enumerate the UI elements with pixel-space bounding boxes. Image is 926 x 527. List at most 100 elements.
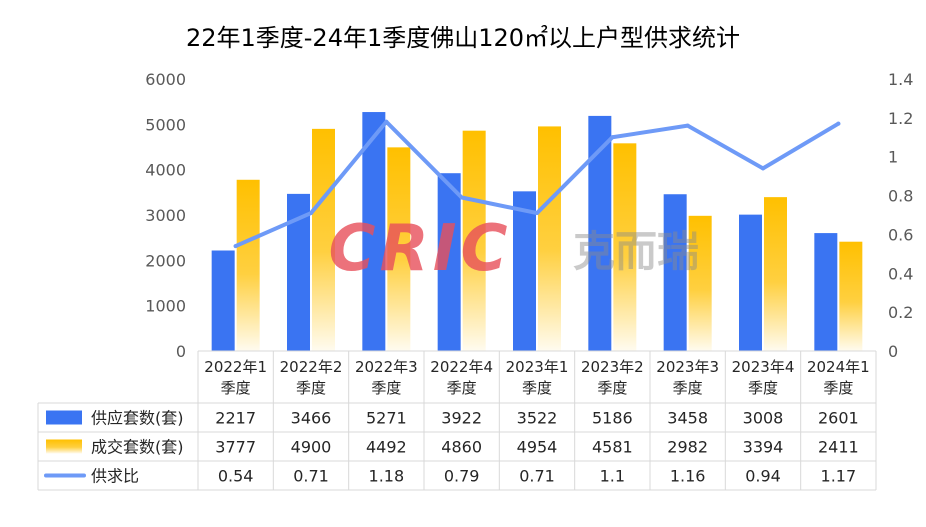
y-right-tick-label: 1 <box>888 148 898 167</box>
y-right-tick-label: 0.6 <box>888 225 913 244</box>
table-cell-value: 3522 <box>517 409 558 428</box>
ratio-point <box>233 244 238 249</box>
table-cell-value: 2411 <box>818 438 859 457</box>
category-label: 2022年1 <box>204 358 267 376</box>
table-cell-value: 2982 <box>667 438 708 457</box>
bar-deal <box>462 130 486 351</box>
table-cell-value: 3394 <box>743 438 784 457</box>
legend-key-deal <box>46 439 82 454</box>
table-cell-value: 5186 <box>592 409 633 428</box>
bar-deal <box>538 126 561 351</box>
ratio-point <box>610 135 615 140</box>
table-cell-value: 0.54 <box>218 467 254 486</box>
ratio-point <box>836 121 841 126</box>
bar-deal <box>839 241 863 351</box>
table-cell-value: 0.71 <box>293 467 329 486</box>
table-cell-value: 5271 <box>366 409 407 428</box>
category-label: 2024年1 <box>807 358 870 376</box>
table-cell-value: 3466 <box>291 409 332 428</box>
table-cell-value: 3458 <box>667 409 708 428</box>
table-cell-value: 2217 <box>215 409 256 428</box>
bar-supply <box>513 191 536 351</box>
bars-layer <box>211 112 863 351</box>
watermark-logo: CRIC <box>328 212 511 286</box>
category-label: 2023年3 <box>656 358 719 376</box>
category-label: 季度 <box>221 379 251 397</box>
table-cell-value: 4581 <box>592 438 633 457</box>
bar-supply <box>663 194 687 351</box>
table-cell-value: 1.1 <box>600 467 625 486</box>
line-layer <box>233 119 841 249</box>
table-cell-value: 0.94 <box>745 467 781 486</box>
category-label: 季度 <box>522 379 552 397</box>
axes-layer: 0 1000 2000 3000 4000 5000 6000 0 0.2 0.4 0.6 0.8 1 1… <box>145 70 913 361</box>
y-left-tick-label: 5000 <box>145 115 186 134</box>
bar-supply <box>814 233 838 351</box>
category-label: 2023年2 <box>581 358 644 376</box>
table-cell-value: 2601 <box>818 409 859 428</box>
category-label: 季度 <box>597 379 627 397</box>
category-label: 季度 <box>296 379 326 397</box>
category-label: 季度 <box>823 379 853 397</box>
ratio-point <box>685 123 690 128</box>
legend-key-supply <box>46 410 82 425</box>
y-right-tick-label: 0 <box>888 342 898 361</box>
ratio-point <box>309 211 313 216</box>
bar-deal <box>387 147 411 351</box>
ratio-point <box>459 195 464 200</box>
legend-label: 供求比 <box>91 467 139 486</box>
category-label: 季度 <box>748 379 778 397</box>
ratio-point <box>535 211 539 216</box>
bar-supply <box>362 112 386 351</box>
legend-label: 供应套数(套) <box>91 409 184 428</box>
y-left-tick-label: 2000 <box>145 251 186 270</box>
table-cell-value: 1.17 <box>821 467 857 486</box>
ratio-point <box>761 166 765 171</box>
table-cell-value: 1.18 <box>369 467 405 486</box>
category-label: 2022年3 <box>355 358 418 376</box>
y-left-tick-label: 1000 <box>145 297 186 316</box>
table-cell-value: 4492 <box>366 438 407 457</box>
y-left-tick-label: 0 <box>176 342 186 361</box>
legend-label: 成交套数(套) <box>91 438 184 457</box>
table-cell-value: 3777 <box>215 438 256 457</box>
y-left-tick-label: 4000 <box>145 161 186 180</box>
category-label: 季度 <box>447 379 477 397</box>
bar-supply <box>287 193 310 351</box>
bar-supply <box>211 250 235 351</box>
bar-deal <box>688 215 712 351</box>
y-left-tick-label: 6000 <box>145 70 186 89</box>
bar-supply <box>739 214 762 351</box>
bar-supply <box>437 173 461 351</box>
category-label: 2022年2 <box>280 358 343 376</box>
table-cell-value: 3008 <box>743 409 784 428</box>
table-cell-value: 3922 <box>441 409 482 428</box>
watermark: CRIC 克而瑞 <box>328 212 699 286</box>
category-label: 2023年1 <box>506 358 569 376</box>
category-label: 季度 <box>673 379 703 397</box>
y-right-tick-label: 0.8 <box>888 187 913 206</box>
y-right-tick-label: 0.2 <box>888 303 913 322</box>
category-label: 2022年4 <box>430 358 493 376</box>
y-right-tick-label: 0.4 <box>888 264 913 283</box>
bar-supply <box>588 115 612 351</box>
bar-deal <box>236 179 260 351</box>
y-right-tick-label: 1.4 <box>888 70 913 89</box>
ratio-point <box>384 119 389 124</box>
table-cell-value: 0.71 <box>519 467 555 486</box>
table-cell-value: 0.79 <box>444 467 480 486</box>
table-cell-value: 1.16 <box>670 467 706 486</box>
y-right-tick-label: 1.2 <box>888 109 913 128</box>
table-cell-value: 4900 <box>291 438 332 457</box>
y-left-tick-label: 3000 <box>145 206 186 225</box>
category-label: 季度 <box>371 379 401 397</box>
bar-deal <box>613 143 637 351</box>
bar-deal <box>312 128 335 351</box>
table-cell-value: 4860 <box>441 438 482 457</box>
category-label: 2023年4 <box>732 358 795 376</box>
chart-title: 22年1季度-24年1季度佛山120㎡以上户型供求统计 <box>186 24 740 52</box>
watermark-text: 克而瑞 <box>573 227 699 276</box>
bar-deal <box>764 197 787 351</box>
